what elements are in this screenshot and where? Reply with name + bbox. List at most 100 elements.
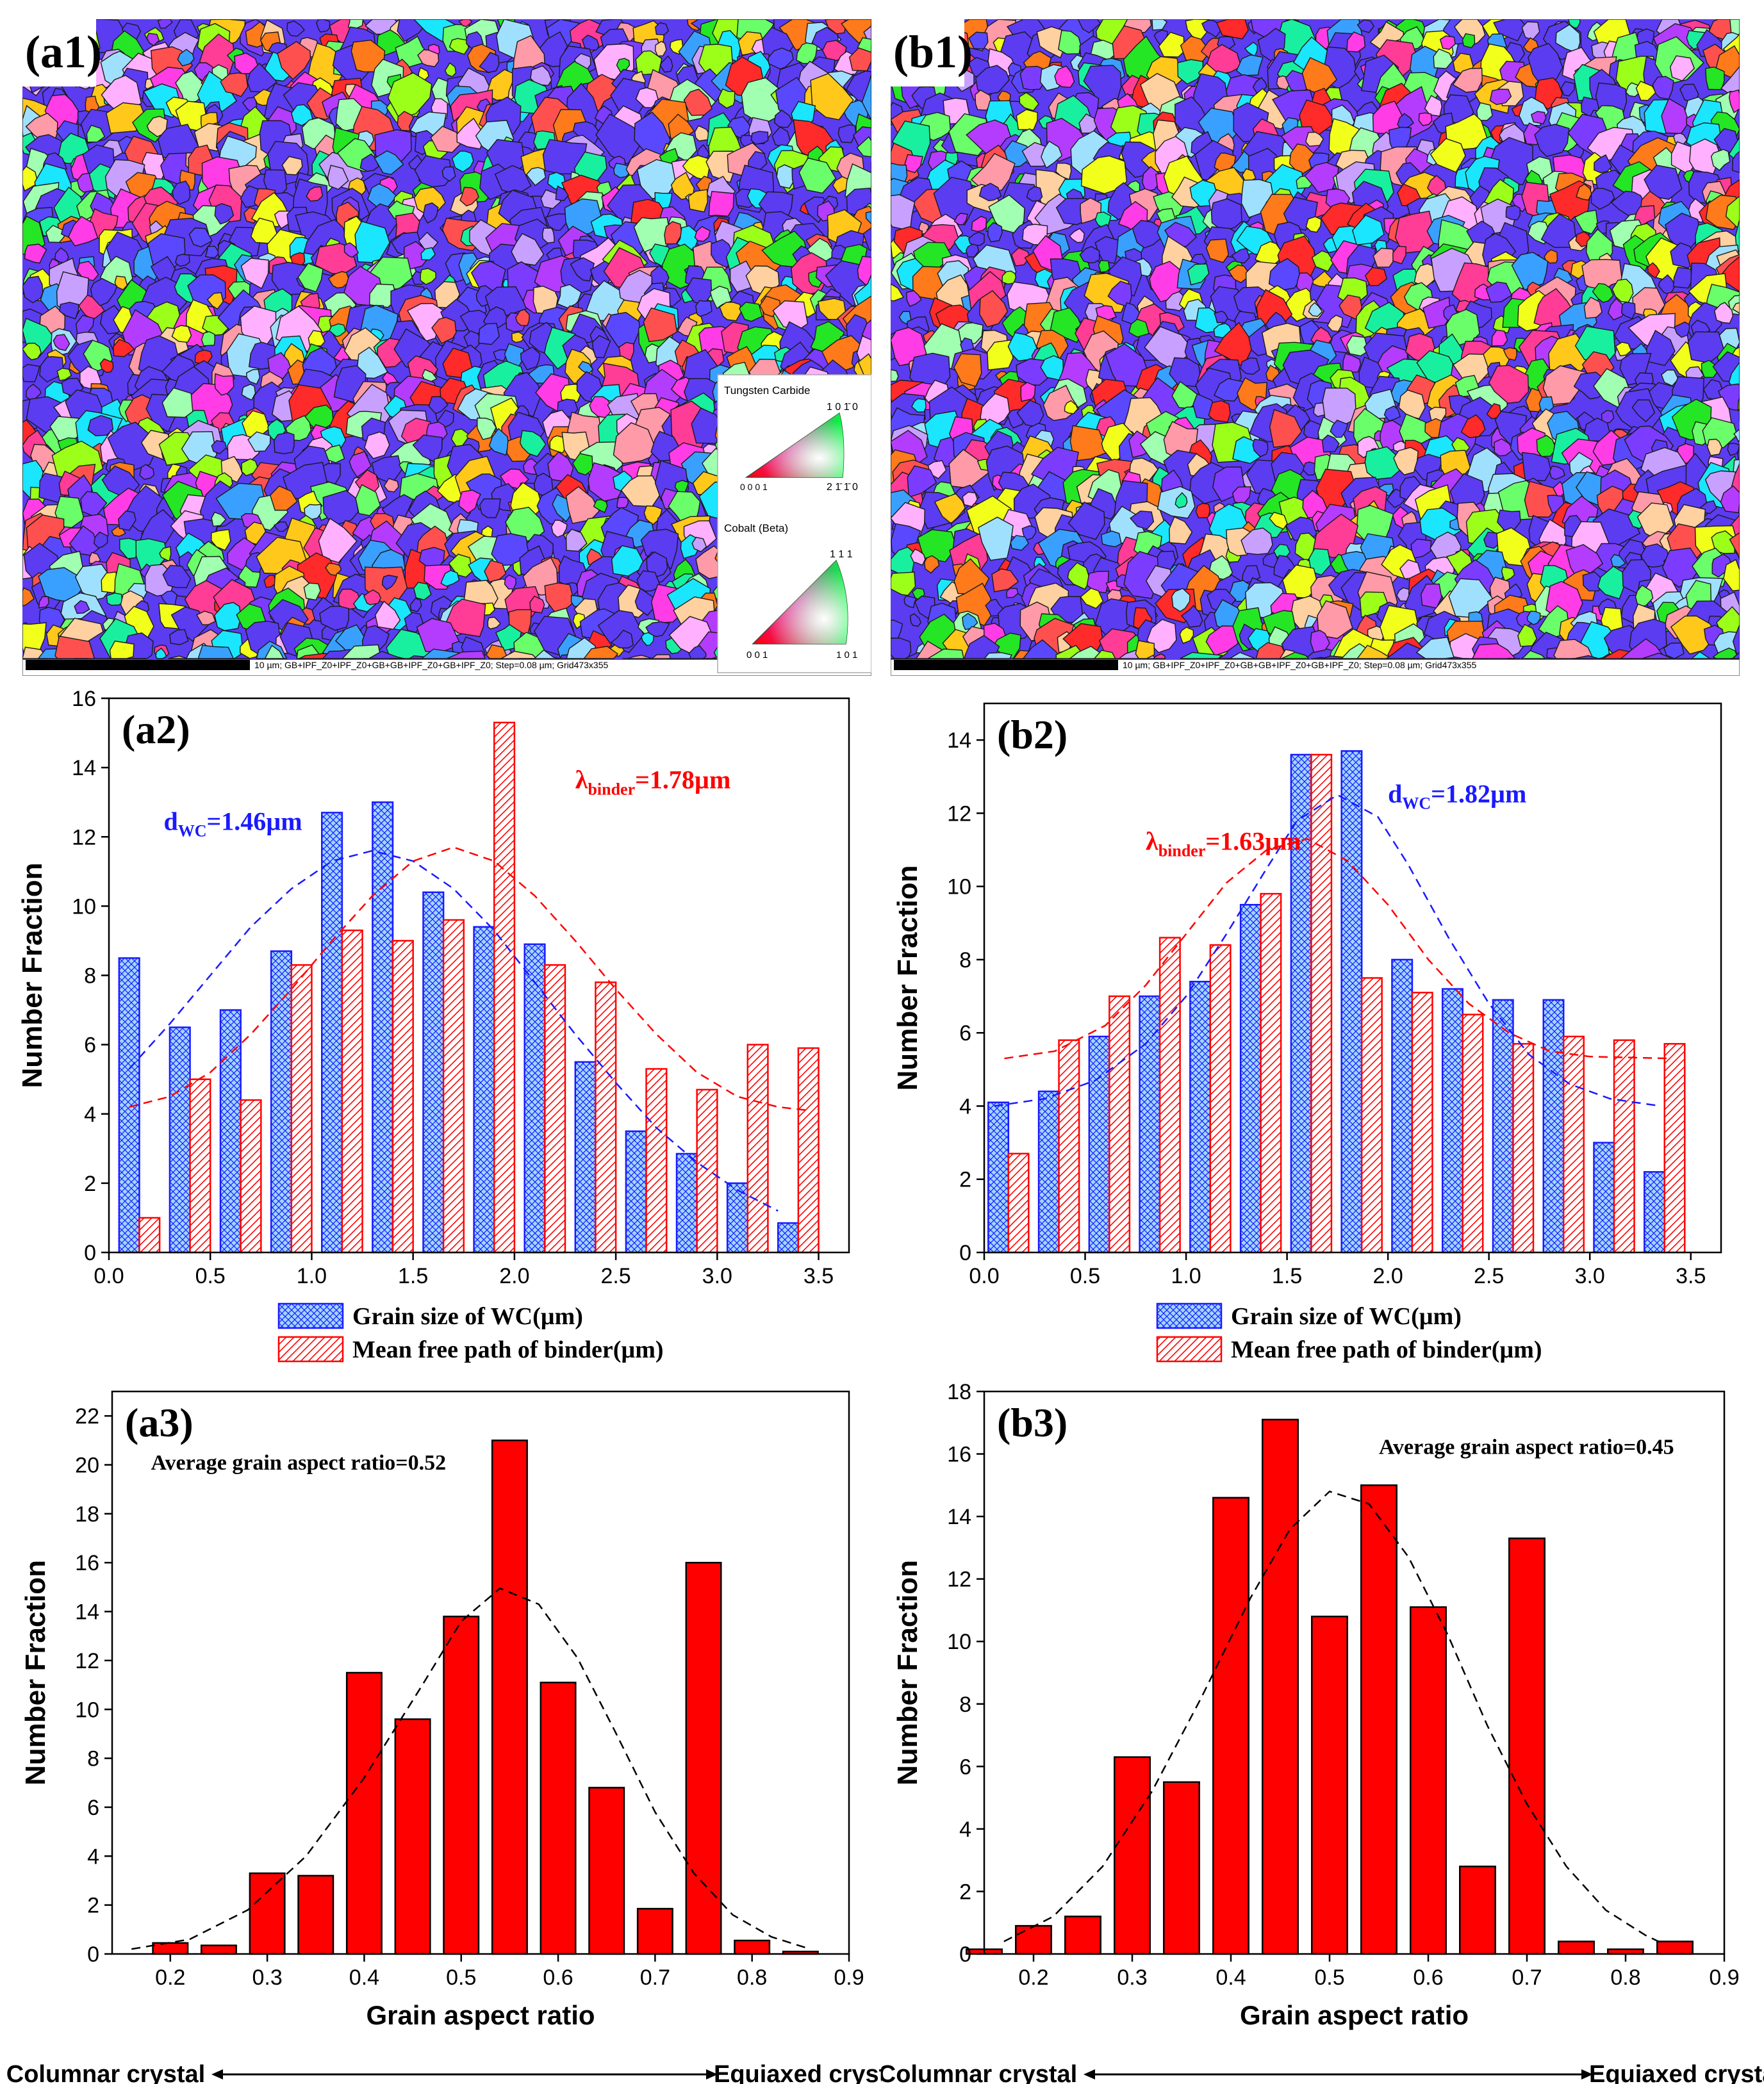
grain [1540, 213, 1577, 249]
grain [708, 190, 734, 217]
grain [978, 516, 1014, 561]
grain [1727, 443, 1740, 456]
grain [1711, 554, 1734, 578]
grain [975, 89, 992, 111]
grain [1640, 543, 1670, 568]
wc-bar [987, 1101, 1010, 1254]
aspect-bar [152, 1942, 189, 1955]
aspect-bar [1656, 1940, 1694, 1955]
aspect-bar [1163, 1781, 1200, 1955]
grain [767, 47, 794, 70]
grain [1732, 151, 1740, 174]
grain [1158, 31, 1185, 58]
panel-label: (b2) [997, 712, 1067, 757]
grain [316, 19, 331, 33]
grain [1236, 54, 1264, 76]
grain [1077, 19, 1101, 34]
grain [798, 157, 837, 194]
grain [1064, 400, 1078, 414]
x-tick-label: 0.6 [543, 1965, 573, 1990]
aspect-bar [345, 1671, 383, 1955]
grain [1342, 353, 1362, 373]
grain [636, 570, 662, 592]
y-tick-label: 6 [84, 1033, 96, 1058]
grain [1706, 438, 1722, 456]
grain [1572, 655, 1606, 659]
grain [1501, 566, 1515, 582]
grain [589, 396, 613, 418]
legend-wc-left: 0 0 0 1 [740, 482, 768, 492]
grain [1521, 452, 1552, 482]
grain [274, 432, 295, 454]
binder-bar [595, 981, 617, 1254]
grain [269, 485, 298, 511]
x-tick-label: 1.5 [1272, 1264, 1302, 1288]
grain [641, 632, 655, 646]
grain [1646, 329, 1676, 366]
grain [308, 330, 326, 347]
y-axis-label: Number Fraction [892, 1560, 923, 1785]
x-tick-label: 1.5 [398, 1264, 428, 1288]
binder-bar [442, 919, 465, 1254]
y-tick-label: 16 [75, 1551, 99, 1575]
grain [418, 67, 429, 81]
plot-frame [111, 1390, 850, 1955]
grain [86, 124, 106, 143]
grain [240, 258, 269, 290]
wc-bar [1340, 750, 1363, 1254]
x-tick-label: 0.3 [1117, 1965, 1147, 1990]
grain [171, 325, 192, 343]
x-tick-label: 2.5 [600, 1264, 631, 1288]
grain [1372, 247, 1396, 268]
grain [1536, 434, 1557, 457]
grain [22, 165, 39, 192]
grain [172, 180, 191, 205]
plot-frame [983, 1390, 1726, 1955]
binder-bar [645, 1068, 668, 1254]
grain [683, 88, 713, 116]
grain [22, 587, 35, 607]
grain [214, 373, 235, 396]
grain [695, 300, 713, 317]
aspect-bar [1015, 1924, 1052, 1955]
grain [1322, 387, 1356, 428]
aspect-bar [1410, 1606, 1447, 1955]
grain [1712, 647, 1740, 659]
grain [1711, 530, 1735, 554]
grain [420, 247, 436, 261]
grain [74, 600, 90, 614]
grain [1020, 382, 1036, 402]
grain [1729, 530, 1740, 561]
binder-bar [392, 940, 414, 1254]
x-tick-label: 3.0 [1575, 1264, 1605, 1288]
grain [810, 72, 854, 120]
grain [1393, 447, 1419, 475]
wc-bar [1542, 999, 1565, 1254]
grain [1010, 247, 1031, 267]
grain [1485, 281, 1513, 303]
grain [1321, 434, 1340, 453]
grain [588, 462, 623, 502]
grain [431, 316, 457, 345]
grain [250, 217, 279, 244]
grain [533, 649, 560, 659]
grain [220, 72, 249, 97]
grain [451, 151, 474, 173]
grain [654, 40, 667, 57]
grain [691, 536, 707, 553]
grain [101, 571, 118, 594]
grain [1364, 446, 1403, 480]
grain [924, 555, 940, 574]
equiaxed-label: Equiaxed crystal [714, 2061, 882, 2084]
grain [1308, 302, 1323, 317]
grain [1460, 414, 1486, 438]
grain [556, 284, 582, 309]
grain [214, 203, 235, 225]
grain [1169, 357, 1201, 388]
wc-bar [625, 1130, 647, 1254]
legend-wc-right: 2 1̄ 1̄ 0 [827, 482, 858, 493]
grain [1269, 409, 1303, 448]
grain [1169, 516, 1193, 545]
grain [861, 74, 871, 121]
chart-annotation: dWC=1.82µm [1388, 779, 1526, 812]
